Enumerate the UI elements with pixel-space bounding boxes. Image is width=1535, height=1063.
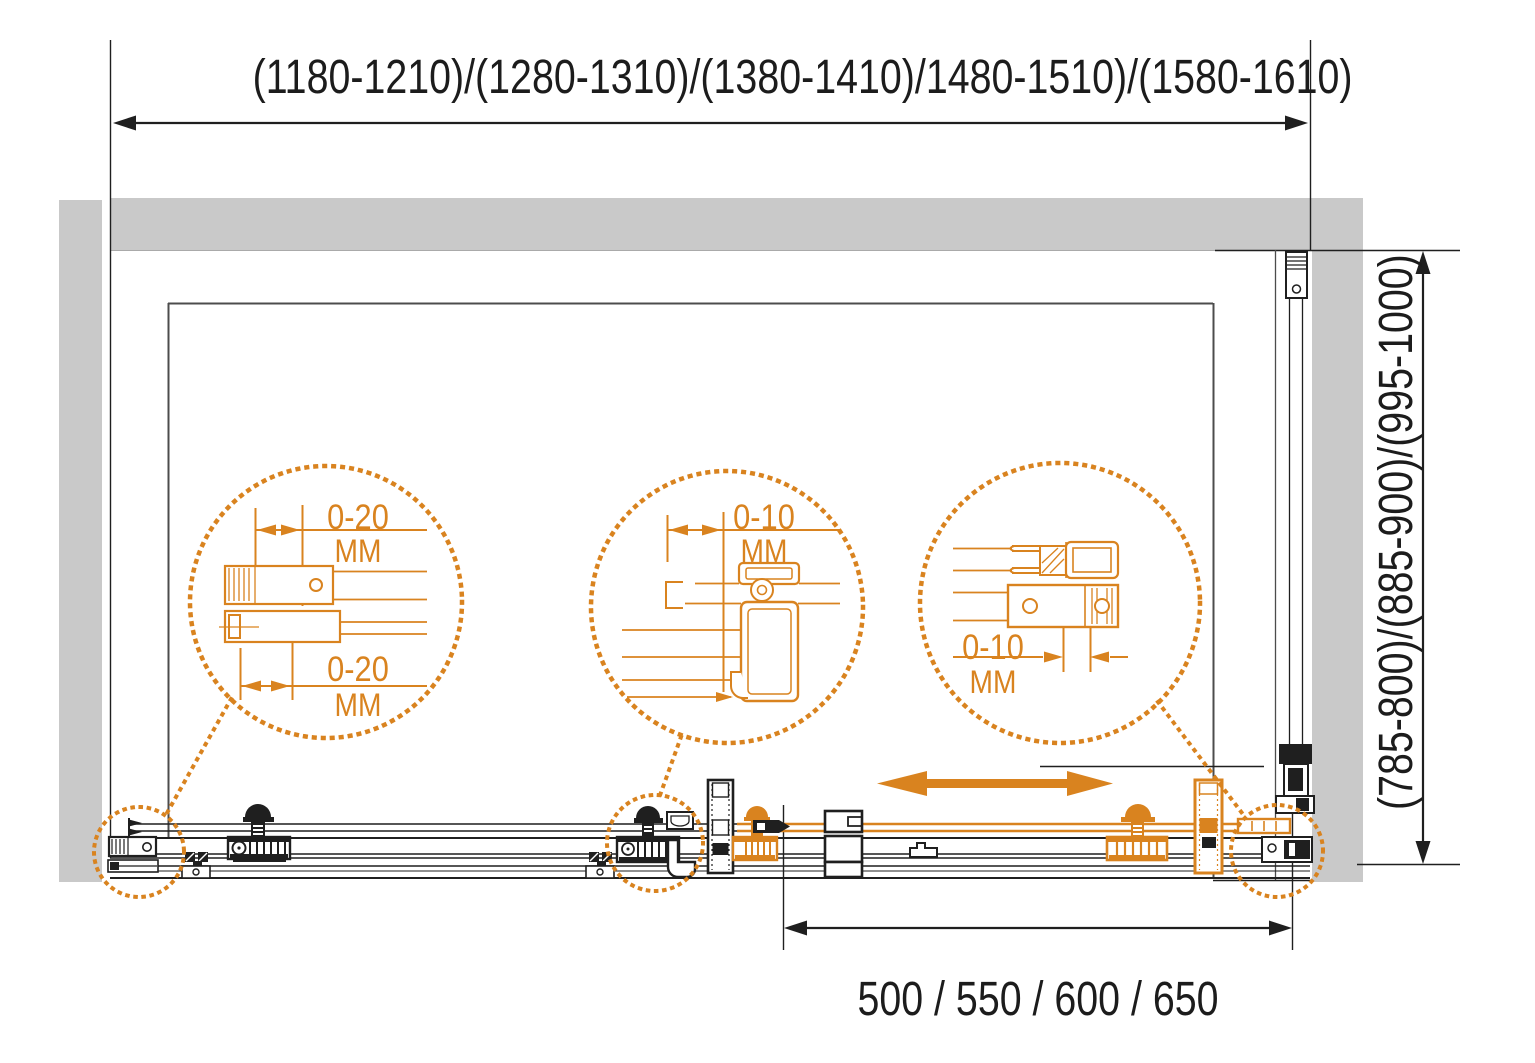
detail-left-top-value: 0-20 bbox=[327, 498, 389, 537]
detail-circle-right bbox=[917, 460, 1203, 746]
track-end-cap bbox=[1236, 817, 1292, 835]
wall-right bbox=[1312, 198, 1363, 882]
depth-dimension-arrow bbox=[1215, 249, 1460, 866]
width-dimension-arrow bbox=[109, 40, 1312, 858]
wall-top bbox=[110, 198, 1363, 250]
detail-center-unit: MM bbox=[740, 533, 788, 569]
detail-right-value: 0-10 bbox=[962, 628, 1024, 667]
detail-center-value: 0-10 bbox=[733, 498, 795, 537]
detail-circle-center bbox=[588, 468, 866, 746]
glass-clamp-center bbox=[585, 852, 615, 879]
walls bbox=[59, 198, 1363, 882]
overall-width-dimension-label: (1180-1210)/(1280-1310)/(1380-1410)/1480… bbox=[252, 51, 1353, 104]
center-post-profile bbox=[706, 778, 735, 875]
detail-left-bottom-unit: MM bbox=[334, 687, 382, 723]
roller-left bbox=[226, 804, 292, 862]
slide-direction-arrow bbox=[877, 771, 1113, 796]
sliding-door-roller-right bbox=[1105, 804, 1169, 862]
left-wall-bracket bbox=[107, 818, 159, 873]
floor-guide-clip bbox=[909, 842, 938, 858]
door-guide-bracket bbox=[823, 809, 864, 879]
wall-left bbox=[59, 200, 102, 882]
detail-left-top-unit: MM bbox=[334, 533, 382, 569]
roller-center bbox=[615, 806, 697, 879]
detail-leaders bbox=[92, 696, 1325, 899]
glass-clamp-left bbox=[181, 852, 211, 879]
overall-depth-dimension-label: (785-800)/(885-900)/(995-1000) bbox=[1370, 254, 1423, 810]
enclosure-outline bbox=[167, 250, 1312, 882]
track-end-plug bbox=[753, 820, 779, 833]
right-wall-profile bbox=[1261, 251, 1315, 863]
sliding-door-roller-left bbox=[731, 806, 790, 862]
sliding-door-stile-profile bbox=[1193, 778, 1224, 875]
door-width-dimension-label: 500 / 550 / 600 / 650 bbox=[857, 973, 1219, 1026]
detail-circle-left bbox=[187, 463, 465, 741]
detail-right-unit: MM bbox=[969, 664, 1017, 700]
detail-left-bottom-value: 0-20 bbox=[327, 650, 389, 689]
